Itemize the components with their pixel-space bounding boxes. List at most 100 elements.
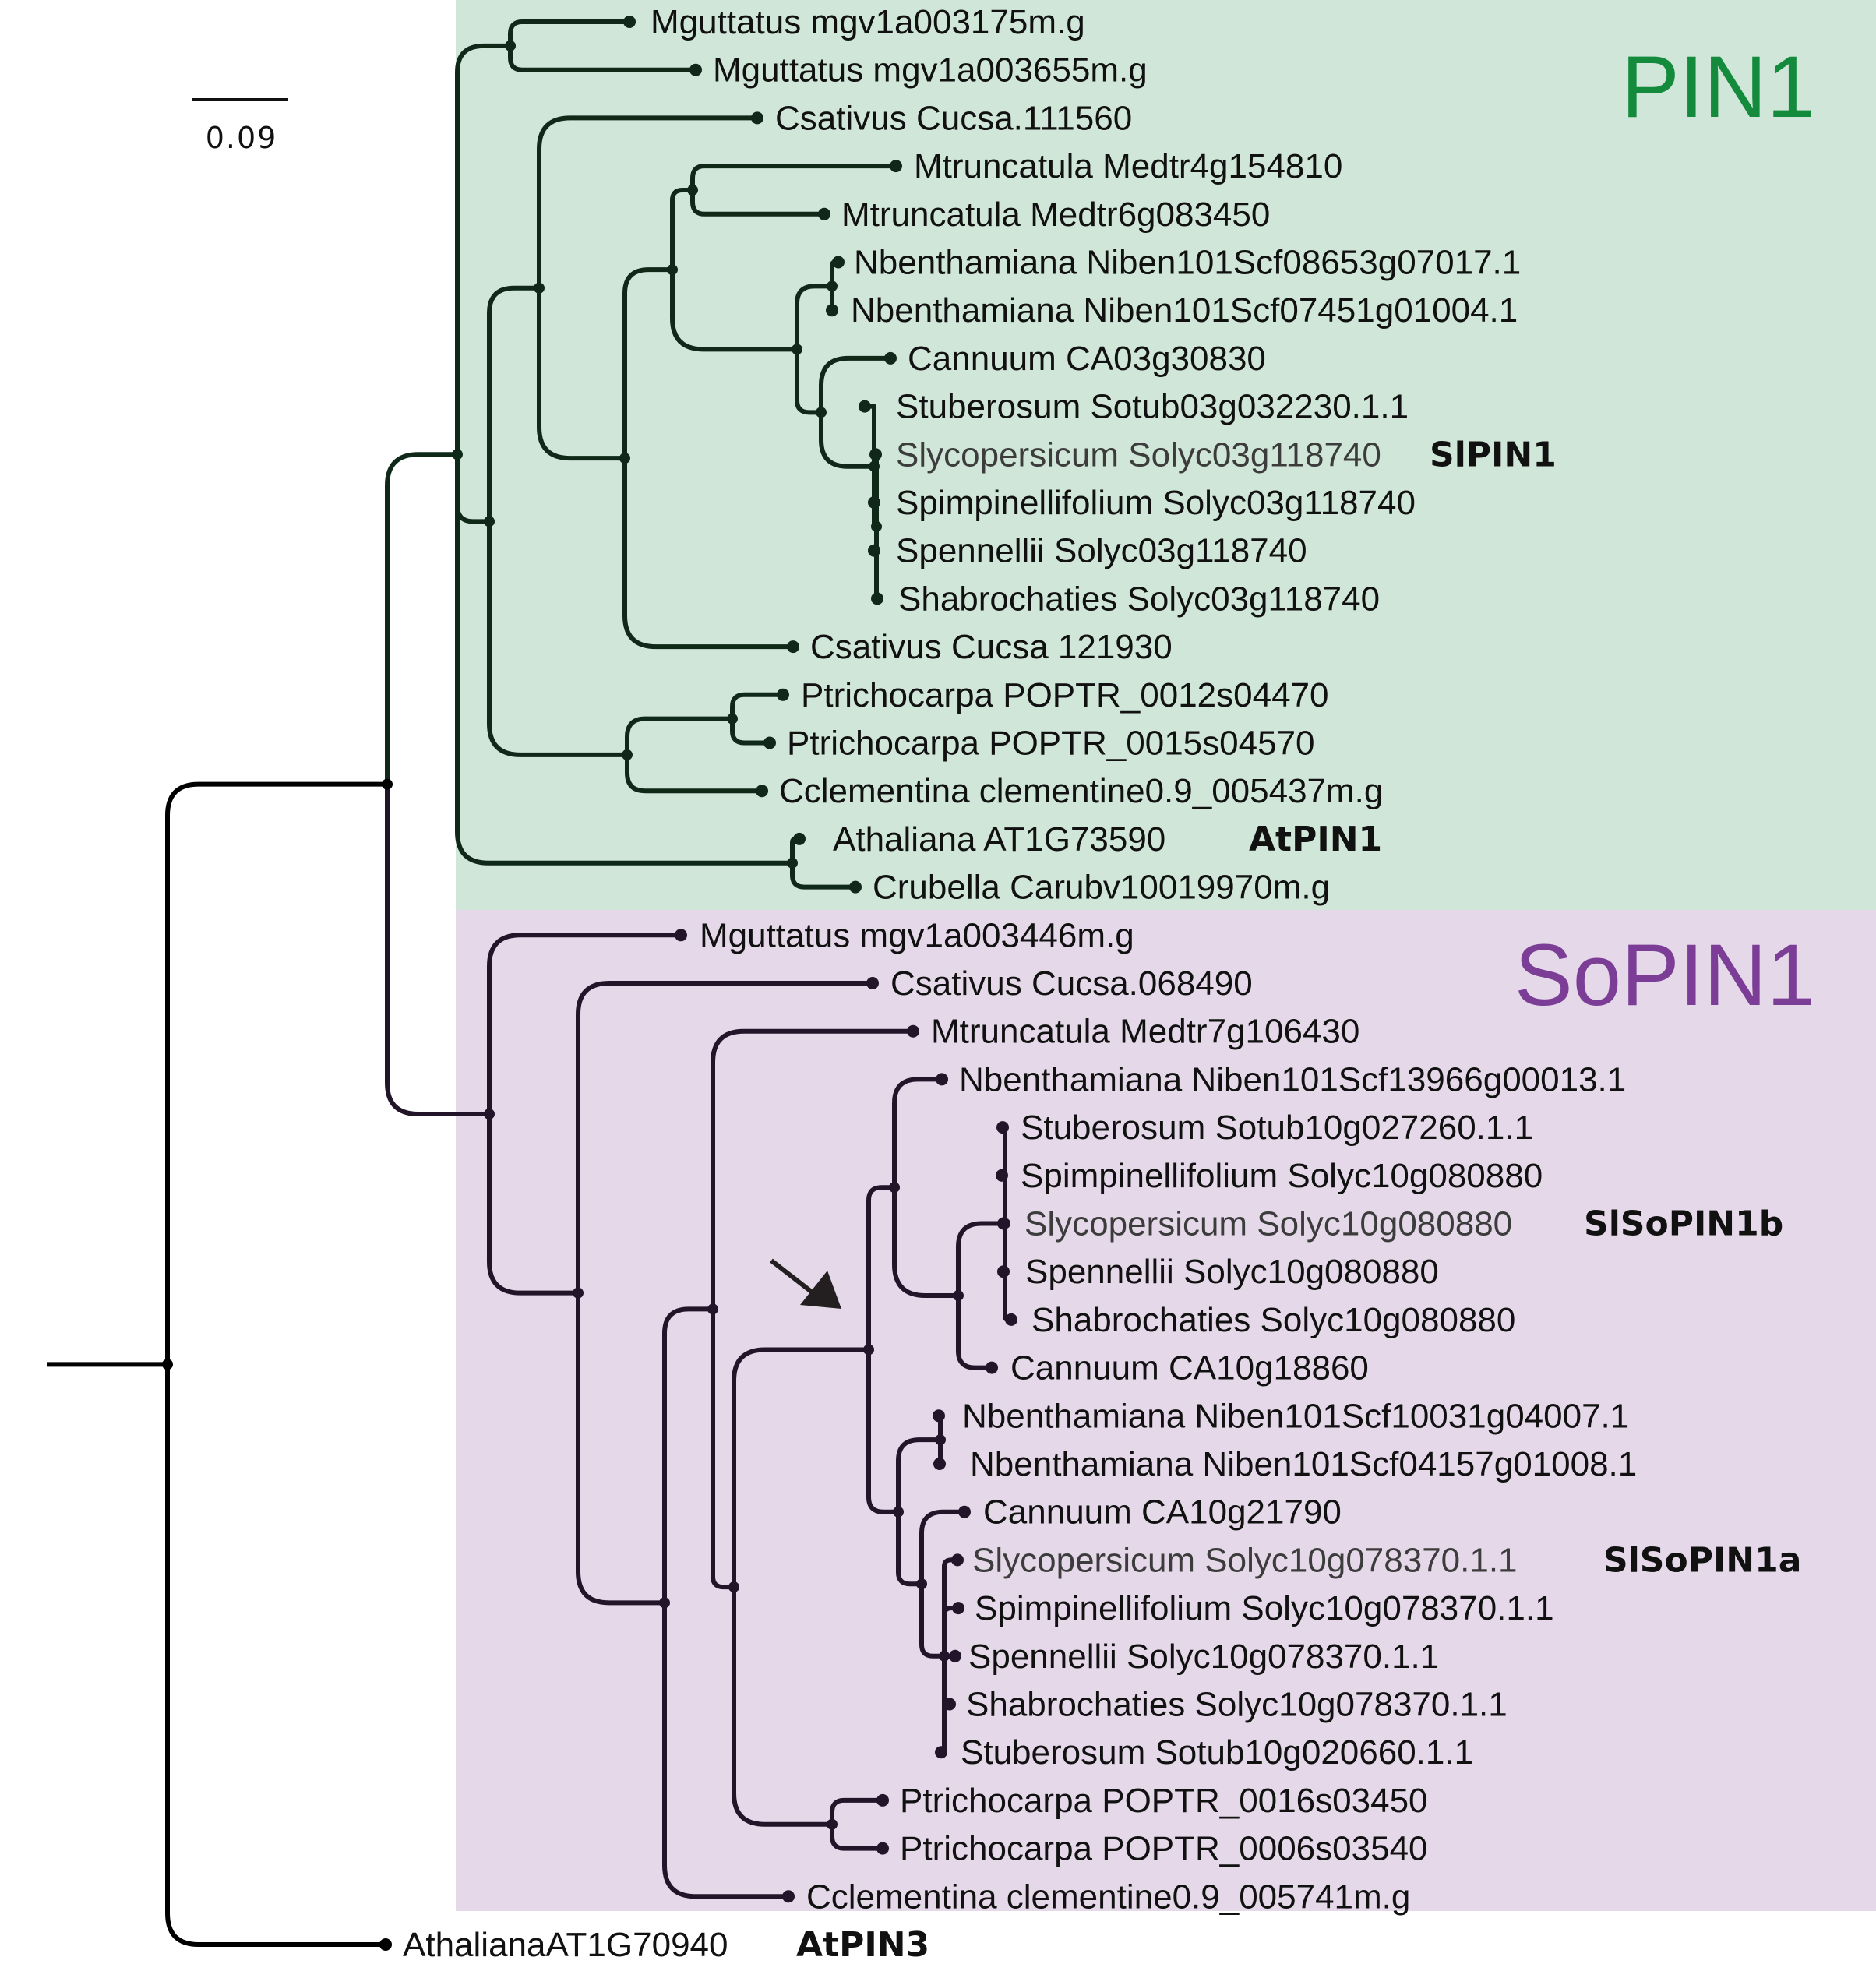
leaf-label: Spimpinellifolium Solyc03g118740 <box>896 484 1416 522</box>
internal-node <box>687 184 698 196</box>
leaf-label: Cannuum CA10g21790 <box>983 1493 1342 1532</box>
leaf-tip <box>849 880 862 894</box>
internal-branch <box>866 1185 894 1350</box>
internal-branch <box>625 716 732 755</box>
leaf-label: Athaliana AT1G73590 <box>833 820 1165 859</box>
internal-node <box>162 1359 173 1370</box>
internal-node <box>667 264 678 276</box>
leaf-label: Stuberosum Sotub03g032230.1.1 <box>896 388 1409 426</box>
leaf-branch <box>819 355 890 413</box>
leaf-branch <box>165 1364 386 1947</box>
internal-node <box>893 1506 904 1518</box>
internal-node <box>622 749 633 760</box>
leaf-label: Shabrochaties Solyc10g080880 <box>1031 1301 1515 1339</box>
leaf-tip <box>871 592 883 605</box>
leaf-tip <box>884 351 897 365</box>
internal-node <box>935 1434 946 1446</box>
internal-branch <box>455 454 792 866</box>
internal-branch <box>385 784 489 1116</box>
leaf-tip <box>818 207 830 220</box>
internal-branch <box>455 43 510 455</box>
internal-branch <box>385 452 457 785</box>
gene-name-tag: SlSoPIN1b <box>1584 1204 1783 1244</box>
internal-node <box>889 1182 900 1194</box>
tree-nodes <box>162 16 1017 1951</box>
leaf-branch <box>487 933 681 1114</box>
internal-node <box>728 1581 739 1593</box>
leaf-label: Slycopersicum Solyc10g080880 <box>1024 1205 1512 1243</box>
leaf-branch <box>690 164 896 190</box>
leaf-label: Spimpinellifolium Solyc10g080880 <box>1021 1157 1543 1195</box>
sopin1-clade-title: SoPIN1 <box>1515 926 1815 1024</box>
internal-branch <box>576 1292 665 1606</box>
leaf-tip <box>890 160 902 173</box>
leaf-tip <box>859 400 871 413</box>
internal-branch <box>732 1347 869 1588</box>
leaf-label: Crubella Carubv10019970m.g <box>873 869 1330 907</box>
leaf-label: Slycopersicum Solyc03g118740 <box>896 435 1381 474</box>
internal-node <box>452 449 463 460</box>
leaf-branch <box>537 115 757 288</box>
internal-node <box>939 1650 950 1662</box>
leaf-label: AthalianaAT1G70940 <box>403 1926 728 1964</box>
internal-node <box>792 344 802 355</box>
leaf-tip <box>1005 1313 1017 1326</box>
leaf-branch <box>790 862 855 890</box>
leaf-tip <box>787 640 799 654</box>
scale-bar-label: 0.09 <box>206 121 278 155</box>
leaf-label: Nbenthamiana Niben101Scf10031g04007.1 <box>962 1397 1629 1435</box>
leaf-label: Cclementina clementine0.9_005741m.g <box>806 1878 1410 1916</box>
leaf-tip <box>949 1649 961 1662</box>
leaf-label: Spennellii Solyc03g118740 <box>896 532 1307 570</box>
internal-node <box>484 516 495 527</box>
leaf-tip <box>943 1698 956 1711</box>
internal-branch <box>896 1437 940 1512</box>
leaf-label: Spimpinellifolium Solyc10g078370.1.1 <box>975 1589 1554 1627</box>
leaf-branch <box>576 981 873 1293</box>
leaf-label: Cclementina clementine0.9_005437m.g <box>779 772 1383 810</box>
leaf-tip <box>997 1217 1010 1230</box>
leaf-branch <box>622 458 793 650</box>
arrow-shaft <box>770 1258 815 1296</box>
internal-branch <box>662 1306 713 1603</box>
leaf-tip <box>933 1409 945 1423</box>
leaf-tip <box>868 544 880 557</box>
leaf-label: Shabrochaties Solyc10g078370.1.1 <box>966 1686 1508 1724</box>
leaf-label: Shabrochaties Solyc03g118740 <box>898 580 1380 618</box>
leaf-label: Spennellii Solyc10g080880 <box>1025 1253 1439 1291</box>
internal-node <box>619 453 630 464</box>
arrow-annotation <box>770 1258 841 1309</box>
internal-branch <box>537 287 625 461</box>
internal-node <box>787 857 798 869</box>
leaf-label: Ptrichocarpa POPTR_0015s04570 <box>787 725 1315 763</box>
internal-branch <box>819 412 874 469</box>
leaf-label: Mguttatus mgv1a003175m.g <box>651 3 1085 41</box>
leaf-tip <box>986 1361 998 1374</box>
leaf-tip <box>379 1938 392 1951</box>
leaf-tip <box>826 304 838 317</box>
leaf-branch <box>874 526 879 601</box>
pin1-clade-background <box>456 0 1876 910</box>
internal-node <box>573 1287 584 1299</box>
internal-node <box>871 520 882 532</box>
internal-node <box>916 1578 927 1590</box>
internal-branch <box>487 521 627 757</box>
leaf-branch <box>942 1557 957 1656</box>
leaf-label: Mguttatus mgv1a003655m.g <box>713 51 1148 90</box>
leaf-tip <box>876 1793 889 1807</box>
leaf-tip <box>793 832 806 845</box>
internal-node <box>382 778 393 790</box>
internal-node <box>534 282 545 294</box>
leaf-branch <box>956 1296 992 1370</box>
leaf-label: Nbenthamiana Niben101Scf07451g01004.1 <box>851 291 1518 330</box>
leaf-branch <box>662 1603 788 1899</box>
leaf-label: Ptrichocarpa POPTR_0016s03450 <box>900 1782 1428 1820</box>
leaf-tip <box>997 1265 1010 1278</box>
internal-branch <box>670 270 797 352</box>
internal-branch <box>866 1349 898 1514</box>
leaf-tip <box>996 1121 1009 1134</box>
leaf-branch <box>711 1028 913 1310</box>
leaf-tip <box>958 1505 971 1518</box>
leaf-branch <box>830 1824 883 1851</box>
